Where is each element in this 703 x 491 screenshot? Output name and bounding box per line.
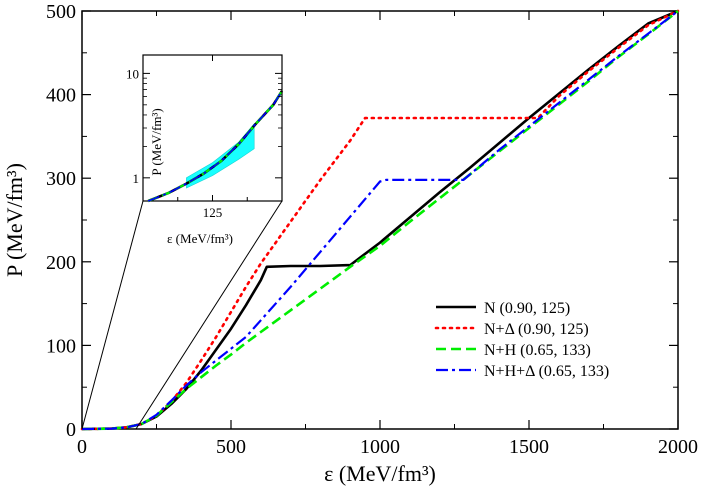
main-axes: 0 500 1000 1500 2000 0 100 200 300 400 500 bbox=[46, 1, 698, 458]
x-axis-title: ε (MeV/fm³) bbox=[324, 461, 436, 486]
inset-band-layer bbox=[186, 122, 255, 189]
x-tick-label: 1000 bbox=[360, 436, 400, 458]
inset-x-tick-label: 125 bbox=[203, 205, 223, 220]
legend-label-3: N+H (0.65, 133) bbox=[484, 342, 591, 359]
zoom-connector-left bbox=[81, 200, 144, 430]
y-tick-label: 300 bbox=[46, 168, 76, 190]
legend-label-2: N+Δ (0.90, 125) bbox=[484, 321, 589, 338]
x-tick-label: 1500 bbox=[509, 436, 549, 458]
y-tick-label: 500 bbox=[46, 1, 76, 23]
x-tick-label: 500 bbox=[216, 436, 246, 458]
zoom-connector-right bbox=[135, 200, 283, 430]
inset-y-tick-label: 1 bbox=[133, 171, 140, 186]
y-axis-title: P (MeV/fm³) bbox=[2, 163, 27, 277]
series-layer bbox=[80, 9, 680, 431]
y-tick-label: 400 bbox=[46, 85, 76, 107]
inset-curve-layer bbox=[147, 90, 284, 203]
inset-y-axis-title: P (MeV/fm³) bbox=[149, 108, 164, 175]
legend-label-4: N+H+Δ (0.65, 133) bbox=[484, 363, 609, 380]
legend-label-1: N (0.90, 125) bbox=[484, 300, 570, 317]
inset-axes: 125 1 10 bbox=[126, 55, 282, 220]
inset-plot: 125 1 10 ε (MeV/fm³) P (MeV/fm³) bbox=[126, 54, 284, 246]
y-tick-label: 100 bbox=[46, 335, 76, 357]
inset-curve-nhd bbox=[147, 90, 283, 202]
y-tick-label: 200 bbox=[46, 252, 76, 274]
inset-curve-nh bbox=[147, 90, 283, 203]
legend: N (0.90, 125) N+Δ (0.90, 125) N+H (0.65, 1… bbox=[434, 300, 609, 380]
inset-y-tick-label: 10 bbox=[126, 66, 139, 81]
y-tick-label: 0 bbox=[66, 419, 76, 441]
x-tick-label: 2000 bbox=[658, 436, 698, 458]
x-tick-label: 0 bbox=[77, 436, 87, 458]
constraint-band bbox=[186, 122, 255, 189]
series-line-4 bbox=[81, 10, 679, 431]
inset-x-axis-title: ε (MeV/fm³) bbox=[167, 231, 233, 246]
